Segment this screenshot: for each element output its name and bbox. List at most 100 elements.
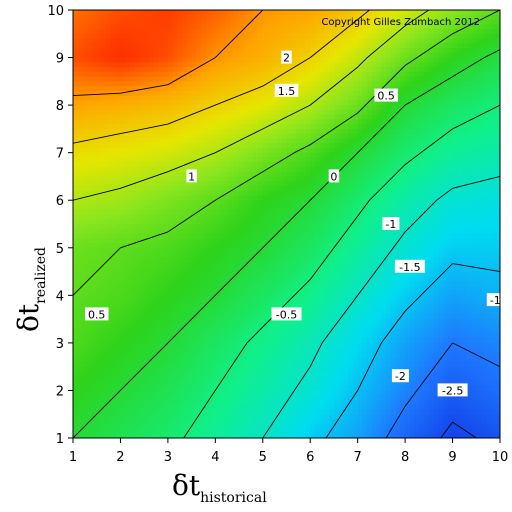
heatmap-cell — [414, 57, 420, 63]
heatmap-cell — [253, 19, 259, 25]
heatmap-cell — [300, 52, 307, 59]
heatmap-cell — [253, 138, 259, 144]
heatmap-cell — [324, 10, 330, 16]
heatmap-cell — [381, 48, 387, 54]
heatmap-cell — [205, 233, 212, 239]
heatmap-cell — [163, 219, 169, 225]
heatmap-cell — [239, 195, 245, 201]
heatmap-cell — [224, 90, 231, 97]
heatmap-cell — [243, 133, 250, 139]
heatmap-cell — [357, 76, 364, 82]
heatmap-cell — [447, 166, 454, 173]
heatmap-cell — [400, 243, 406, 249]
heatmap-cell — [277, 171, 283, 178]
heatmap-cell — [305, 29, 311, 35]
heatmap-cell — [433, 252, 439, 258]
heatmap-cell — [419, 128, 425, 135]
heatmap-cell — [319, 24, 326, 30]
heatmap-cell — [286, 138, 292, 144]
heatmap-cell — [357, 119, 364, 125]
heatmap-cell — [215, 10, 221, 16]
heatmap-cell — [182, 43, 188, 49]
heatmap-cell — [73, 19, 79, 25]
heatmap-cell — [357, 224, 364, 230]
heatmap-cell — [210, 29, 216, 35]
heatmap-cell — [447, 48, 454, 54]
heatmap-cell — [281, 195, 288, 201]
heatmap-cell — [177, 90, 183, 97]
heatmap-cell — [158, 181, 164, 187]
heatmap-cell — [172, 176, 178, 182]
heatmap-cell — [115, 128, 122, 135]
heatmap-cell — [144, 109, 150, 116]
heatmap-cell — [196, 19, 202, 25]
heatmap-cell — [281, 71, 288, 78]
heatmap-cell — [428, 200, 435, 206]
heatmap-cell — [120, 247, 126, 254]
heatmap-cell — [419, 209, 425, 216]
heatmap-cell — [277, 19, 283, 25]
heatmap-cell — [96, 209, 103, 216]
heatmap-cell — [191, 29, 197, 35]
heatmap-cell — [215, 252, 221, 258]
heatmap-cell — [77, 252, 84, 258]
heatmap-cell — [329, 233, 335, 239]
heatmap-cell — [338, 219, 345, 225]
heatmap-cell — [438, 90, 444, 97]
heatmap-cell — [376, 133, 382, 139]
heatmap-cell — [471, 100, 477, 106]
heatmap-cell — [182, 271, 188, 277]
heatmap-cell — [424, 119, 430, 125]
heatmap-cell — [295, 266, 302, 273]
heatmap-cell — [167, 162, 174, 168]
heatmap-cell — [144, 52, 150, 59]
heatmap-cell — [400, 71, 406, 78]
heatmap-cell — [291, 67, 297, 73]
heatmap-cell — [471, 224, 477, 230]
heatmap-cell — [167, 219, 174, 225]
heatmap-cell — [277, 119, 283, 125]
heatmap-cell — [352, 86, 359, 92]
heatmap-cell — [129, 52, 136, 59]
heatmap-cell — [182, 224, 188, 230]
heatmap-cell — [139, 128, 145, 135]
heatmap-cell — [163, 62, 169, 68]
heatmap-cell — [305, 243, 311, 249]
heatmap-cell — [220, 224, 226, 230]
heatmap-cell — [243, 200, 250, 206]
heatmap-cell — [215, 185, 221, 192]
heatmap-cell — [158, 105, 164, 111]
heatmap-cell — [91, 48, 98, 54]
heatmap-cell — [243, 90, 250, 97]
heatmap-cell — [476, 86, 482, 92]
heatmap-cell — [134, 119, 141, 125]
heatmap-cell — [139, 228, 145, 235]
heatmap-cell — [229, 24, 235, 30]
heatmap-cell — [272, 257, 278, 263]
heatmap-cell — [376, 119, 382, 125]
heatmap-cell — [186, 57, 193, 63]
heatmap-cell — [319, 152, 326, 159]
heatmap-cell — [158, 195, 164, 201]
heatmap-cell — [243, 266, 250, 273]
heatmap-cell — [101, 224, 107, 230]
heatmap-cell — [357, 133, 364, 139]
heatmap-cell — [376, 76, 382, 82]
heatmap-cell — [158, 19, 164, 25]
heatmap-cell — [158, 52, 164, 59]
heatmap-cell — [343, 119, 349, 125]
heatmap-cell — [167, 166, 174, 173]
heatmap-cell — [224, 128, 231, 135]
heatmap-cell — [300, 152, 307, 159]
heatmap-cell — [305, 71, 311, 78]
heatmap-cell — [267, 52, 273, 59]
heatmap-cell — [438, 119, 444, 125]
heatmap-cell — [125, 247, 131, 254]
heatmap-cell — [172, 152, 178, 159]
heatmap-cell — [144, 119, 150, 125]
heatmap-cell — [333, 181, 340, 187]
heatmap-cell — [343, 214, 349, 220]
heatmap-cell — [300, 86, 307, 92]
heatmap-cell — [409, 38, 416, 44]
heatmap-cell — [120, 171, 126, 178]
